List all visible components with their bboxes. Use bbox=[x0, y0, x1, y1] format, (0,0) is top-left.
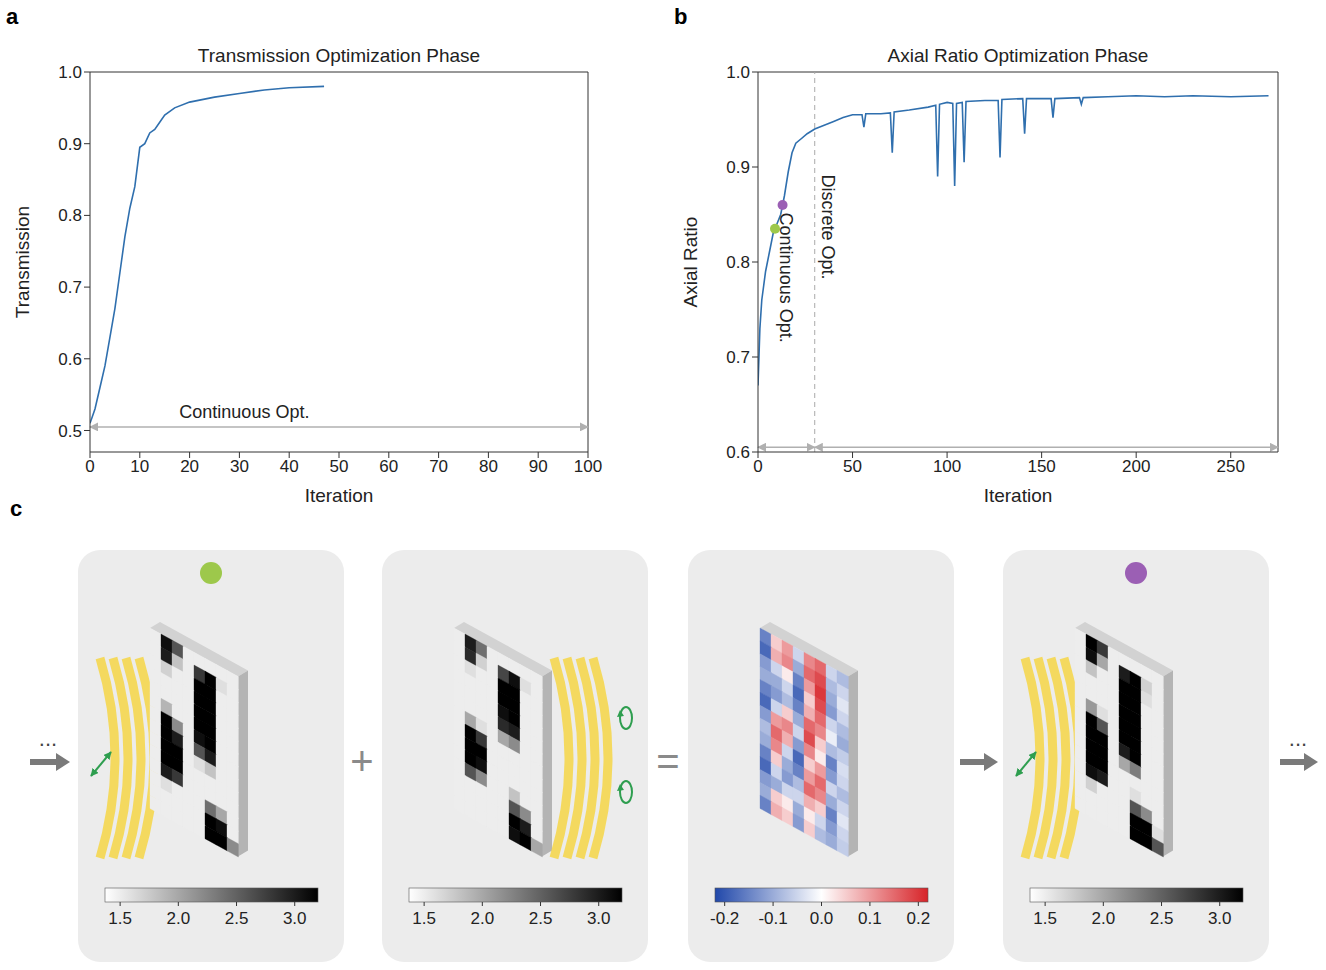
svg-text:2.5: 2.5 bbox=[225, 909, 249, 928]
svg-text:+: + bbox=[350, 739, 373, 783]
svg-text:0: 0 bbox=[753, 457, 762, 476]
svg-text:3.0: 3.0 bbox=[587, 909, 611, 928]
svg-text:Continuous Opt.: Continuous Opt. bbox=[179, 402, 309, 422]
svg-text:0.6: 0.6 bbox=[726, 443, 750, 462]
svg-text:1.5: 1.5 bbox=[1033, 909, 1057, 928]
svg-text:Transmission: Transmission bbox=[12, 206, 33, 318]
svg-text:50: 50 bbox=[330, 457, 349, 476]
svg-text:10: 10 bbox=[130, 457, 149, 476]
svg-text:0.6: 0.6 bbox=[58, 350, 82, 369]
svg-text:0.9: 0.9 bbox=[58, 135, 82, 154]
svg-text:0.0: 0.0 bbox=[810, 909, 834, 928]
svg-text:2.5: 2.5 bbox=[1150, 909, 1174, 928]
svg-text:0.9: 0.9 bbox=[726, 158, 750, 177]
svg-text:70: 70 bbox=[429, 457, 448, 476]
svg-text:100: 100 bbox=[574, 457, 602, 476]
svg-text:Iteration: Iteration bbox=[305, 485, 374, 506]
svg-text:0.1: 0.1 bbox=[858, 909, 882, 928]
svg-text:3.0: 3.0 bbox=[1208, 909, 1232, 928]
svg-text:0.8: 0.8 bbox=[58, 206, 82, 225]
svg-text:1.0: 1.0 bbox=[58, 63, 82, 82]
svg-text:Axial Ratio: Axial Ratio bbox=[680, 217, 701, 308]
svg-text:1.5: 1.5 bbox=[412, 909, 436, 928]
svg-text:100: 100 bbox=[933, 457, 961, 476]
html-text:Axial Ratio Optimization Phase: Axial Ratio Optimization Phase bbox=[887, 45, 1149, 66]
svg-text:0: 0 bbox=[85, 457, 94, 476]
svg-text:250: 250 bbox=[1217, 457, 1245, 476]
svg-text:1.0: 1.0 bbox=[726, 63, 750, 82]
svg-text:0.7: 0.7 bbox=[58, 278, 82, 297]
svg-text:0.2: 0.2 bbox=[906, 909, 930, 928]
svg-text:80: 80 bbox=[479, 457, 498, 476]
svg-text:90: 90 bbox=[529, 457, 548, 476]
svg-text:50: 50 bbox=[843, 457, 862, 476]
svg-text:0.8: 0.8 bbox=[726, 253, 750, 272]
svg-text:0.7: 0.7 bbox=[726, 348, 750, 367]
svg-text:150: 150 bbox=[1027, 457, 1055, 476]
svg-text:60: 60 bbox=[379, 457, 398, 476]
html-text:Transmission Optimization Phas: Transmission Optimization Phase bbox=[197, 45, 481, 66]
svg-text:20: 20 bbox=[180, 457, 199, 476]
svg-text:Discrete Opt.: Discrete Opt. bbox=[818, 175, 838, 280]
svg-text:Iteration: Iteration bbox=[984, 485, 1053, 506]
svg-text:Continuous Opt.: Continuous Opt. bbox=[776, 213, 796, 343]
svg-text:2.5: 2.5 bbox=[529, 909, 553, 928]
svg-text:30: 30 bbox=[230, 457, 249, 476]
svg-text:0.5: 0.5 bbox=[58, 422, 82, 441]
svg-text:200: 200 bbox=[1122, 457, 1150, 476]
svg-text:40: 40 bbox=[280, 457, 299, 476]
html-text:b: b bbox=[674, 4, 688, 29]
svg-text:...: ... bbox=[39, 726, 57, 751]
svg-text:2.0: 2.0 bbox=[167, 909, 191, 928]
svg-text:2.0: 2.0 bbox=[471, 909, 495, 928]
svg-text:=: = bbox=[656, 739, 679, 783]
html-text:a: a bbox=[6, 4, 19, 29]
svg-text:...: ... bbox=[1289, 726, 1307, 751]
svg-text:-0.1: -0.1 bbox=[758, 909, 787, 928]
svg-text:-0.2: -0.2 bbox=[710, 909, 739, 928]
svg-text:2.0: 2.0 bbox=[1092, 909, 1116, 928]
svg-text:1.5: 1.5 bbox=[108, 909, 132, 928]
svg-text:3.0: 3.0 bbox=[283, 909, 307, 928]
html-text:c: c bbox=[10, 496, 23, 521]
